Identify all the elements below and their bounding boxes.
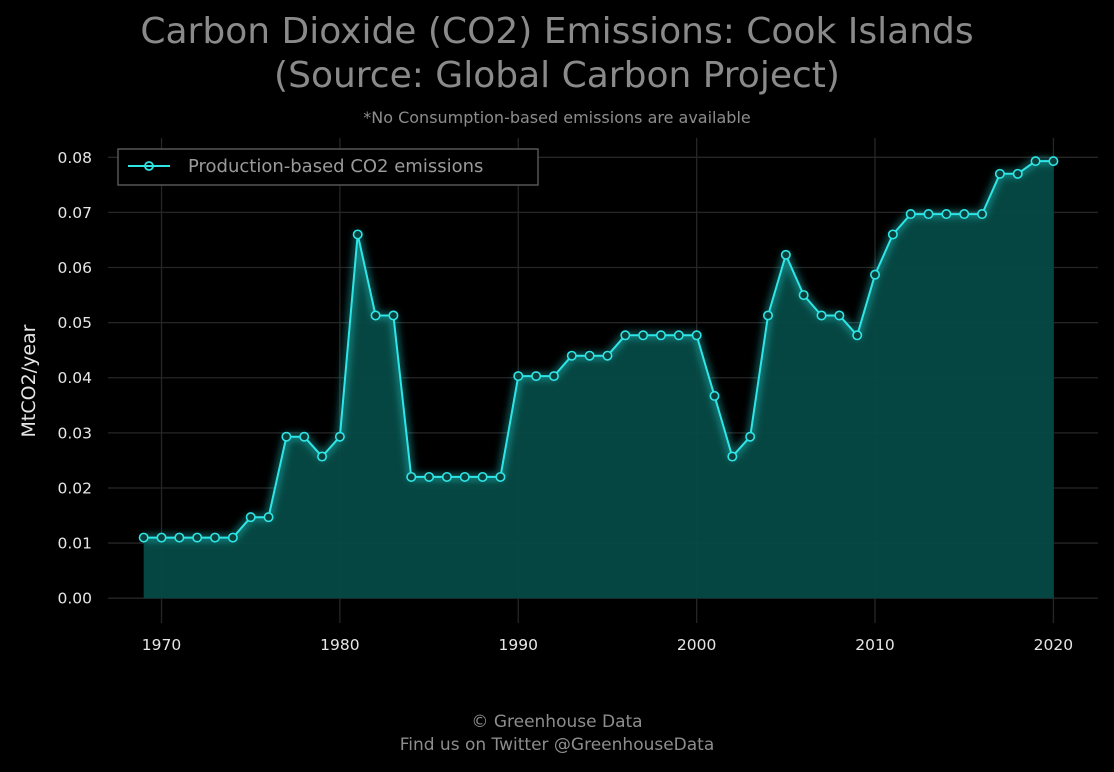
data-point — [334, 431, 345, 442]
data-point — [602, 350, 613, 361]
data-point — [477, 471, 488, 482]
y-tick-label: 0.03 — [57, 424, 92, 442]
data-point — [263, 512, 274, 523]
data-point — [548, 371, 559, 382]
data-point — [281, 431, 292, 442]
data-point — [495, 471, 506, 482]
data-point — [1048, 156, 1059, 167]
data-point — [905, 209, 916, 220]
data-point — [459, 471, 470, 482]
x-tick-label: 2020 — [1034, 636, 1073, 654]
data-point — [156, 532, 167, 543]
data-point — [513, 371, 524, 382]
data-point — [780, 249, 791, 260]
axis-ticks-layer: 0.00 0.01 0.02 0.03 0.04 0.05 0.06 0.07 0.08 1970… — [57, 149, 1073, 654]
data-point — [406, 471, 417, 482]
data-point — [620, 330, 631, 341]
y-tick-label: 0.07 — [57, 204, 92, 222]
series-line — [143, 160, 1054, 539]
y-axis-label: MtCO2/year — [18, 324, 40, 437]
data-point — [227, 532, 238, 543]
chart-subtitle: *No Consumption-based emissions are avai… — [363, 108, 751, 127]
footer-twitter: Find us on Twitter @GreenhouseData — [399, 735, 715, 755]
data-point — [210, 532, 221, 543]
legend-series-label: Production-based CO2 emissions — [188, 156, 483, 177]
x-tick-label: 1970 — [142, 636, 181, 654]
data-point — [977, 209, 988, 220]
data-point — [923, 209, 934, 220]
data-point — [388, 310, 399, 321]
data-point — [745, 431, 756, 442]
data-point — [138, 532, 149, 543]
x-tick-label: 1990 — [499, 636, 538, 654]
data-point — [352, 229, 363, 240]
data-point — [317, 451, 328, 462]
series-line-layer — [143, 157, 1054, 542]
legend: Production-based CO2 emissions — [117, 148, 539, 186]
x-tick-label: 2000 — [677, 636, 716, 654]
legend-marker-swatch — [144, 161, 154, 171]
data-point — [1012, 168, 1023, 179]
y-tick-label: 0.05 — [57, 314, 92, 332]
data-point — [655, 330, 666, 341]
data-point — [709, 390, 720, 401]
data-points-layer — [138, 156, 1059, 543]
data-point — [174, 532, 185, 543]
area-fill-layer — [143, 161, 1054, 599]
data-point — [584, 350, 595, 361]
data-point — [424, 471, 435, 482]
data-point — [852, 330, 863, 341]
data-point — [834, 310, 845, 321]
data-point — [887, 229, 898, 240]
data-point — [762, 310, 773, 321]
data-point — [638, 330, 649, 341]
footer-copyright: © Greenhouse Data — [471, 712, 643, 732]
data-point — [941, 209, 952, 220]
series-area-fill — [143, 161, 1054, 599]
data-point — [673, 330, 684, 341]
data-point — [798, 290, 809, 301]
data-point — [566, 350, 577, 361]
y-tick-label: 0.01 — [57, 535, 92, 553]
x-tick-label: 2010 — [855, 636, 894, 654]
y-tick-label: 0.00 — [57, 590, 92, 608]
y-tick-label: 0.02 — [57, 479, 92, 497]
data-point — [994, 168, 1005, 179]
legend-box — [117, 148, 539, 186]
data-point — [441, 471, 452, 482]
y-tick-label: 0.08 — [57, 149, 92, 167]
chart-title-line2: (Source: Global Carbon Project) — [274, 55, 840, 96]
data-point — [245, 512, 256, 523]
y-tick-label: 0.04 — [57, 369, 92, 387]
data-point — [816, 310, 827, 321]
data-point — [192, 532, 203, 543]
x-tick-label: 1980 — [320, 636, 359, 654]
data-point — [727, 451, 738, 462]
data-point — [870, 269, 881, 280]
emissions-chart: 0.00 0.01 0.02 0.03 0.04 0.05 0.06 0.07 0.08 1970… — [18, 138, 1098, 654]
data-point — [1030, 156, 1041, 167]
chart-title-line1: Carbon Dioxide (CO2) Emissions: Cook Isl… — [140, 11, 974, 52]
data-point — [370, 310, 381, 321]
data-point — [959, 209, 970, 220]
y-tick-label: 0.06 — [57, 259, 92, 277]
data-point — [531, 371, 542, 382]
data-point — [691, 330, 702, 341]
data-point — [299, 431, 310, 442]
